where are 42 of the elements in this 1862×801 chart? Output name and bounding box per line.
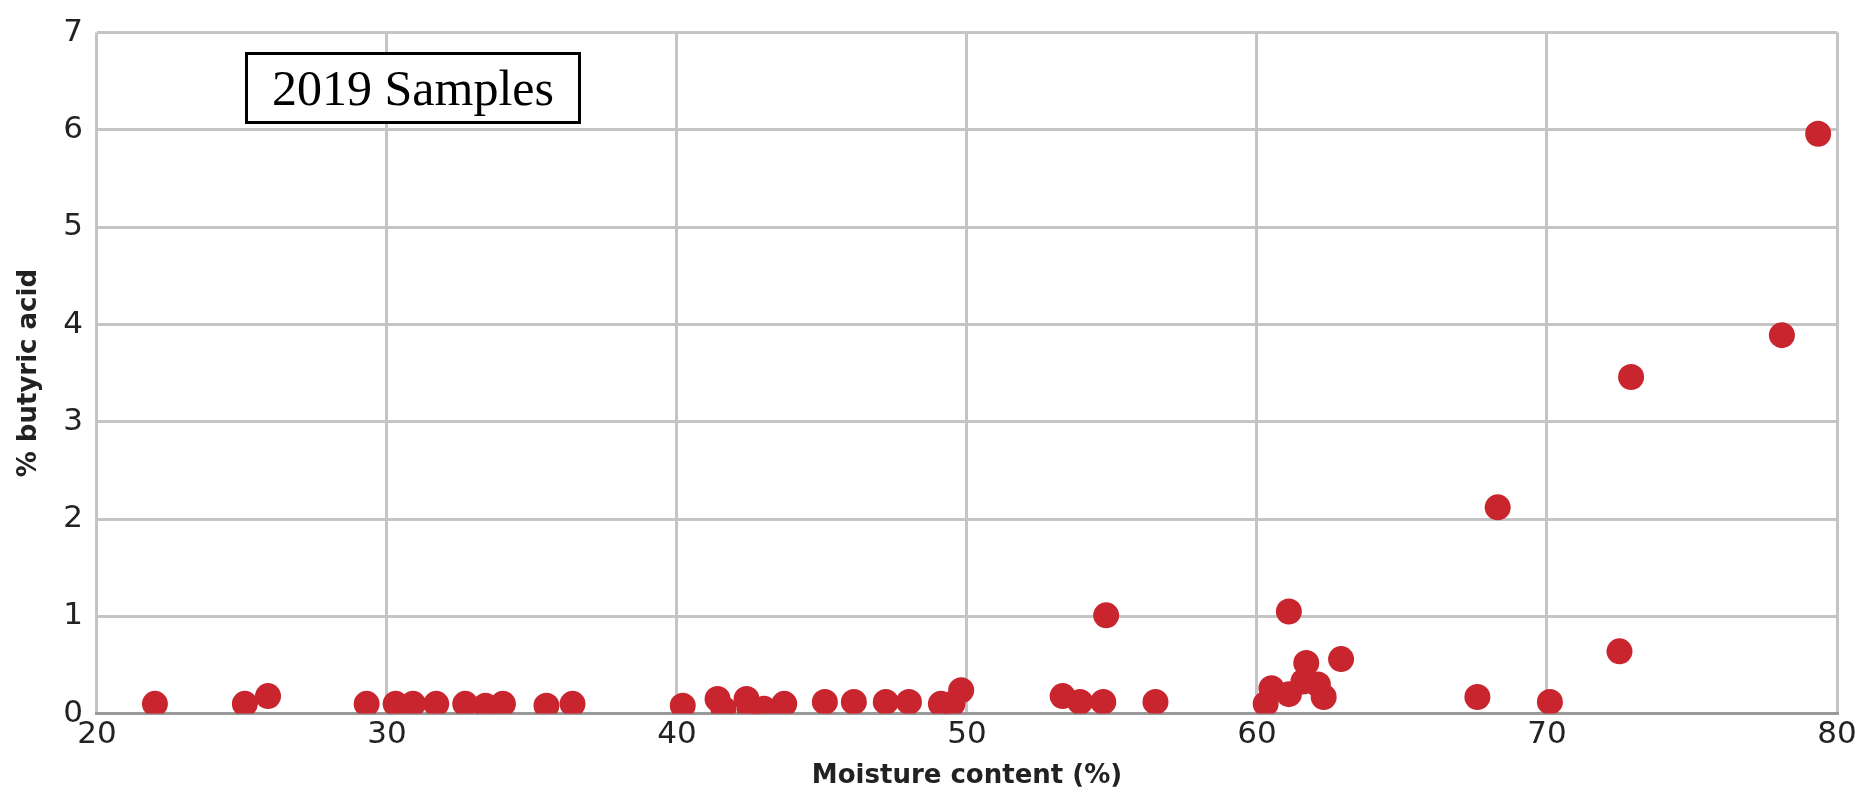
point: [1805, 120, 1832, 147]
point: [1464, 684, 1491, 711]
point: [1768, 322, 1795, 349]
y-tick-label: 5: [63, 206, 83, 243]
y-tick-label: 3: [63, 400, 83, 437]
point: [948, 677, 975, 704]
point: [1090, 688, 1117, 714]
y-tick-label: 6: [63, 108, 83, 145]
point: [1328, 646, 1355, 673]
y-tick-label: 1: [63, 595, 83, 632]
point: [1606, 638, 1633, 665]
point: [771, 690, 798, 714]
point: [1484, 494, 1511, 521]
y-tick-label: 2: [63, 498, 83, 535]
x-tick-label: 60: [1237, 714, 1277, 751]
point: [231, 690, 258, 714]
point: [1310, 684, 1337, 711]
y-axis-title: % butyric acid: [12, 268, 43, 478]
point: [1536, 688, 1563, 714]
x-tick-label: 50: [947, 714, 987, 751]
y-tick-label: 7: [63, 11, 83, 48]
point: [353, 690, 380, 714]
point: [840, 688, 867, 714]
point: [423, 690, 450, 714]
point: [1618, 363, 1645, 390]
x-tick-label: 40: [657, 714, 697, 751]
point: [1093, 602, 1120, 629]
point: [895, 688, 922, 714]
point: [1142, 688, 1169, 714]
annotation: 2019 Samples: [245, 52, 581, 124]
x-tick-label: 70: [1527, 714, 1567, 751]
point: [1067, 688, 1094, 714]
point: [811, 688, 838, 714]
x-tick-label: 80: [1817, 714, 1857, 751]
point: [1275, 598, 1302, 625]
point: [872, 688, 899, 714]
y-tick-label: 4: [63, 303, 83, 340]
x-axis-title: Moisture content (%): [811, 759, 1123, 790]
x-tick-label: 30: [367, 714, 407, 751]
point: [141, 690, 168, 714]
point: [559, 690, 586, 714]
point: [255, 683, 282, 710]
